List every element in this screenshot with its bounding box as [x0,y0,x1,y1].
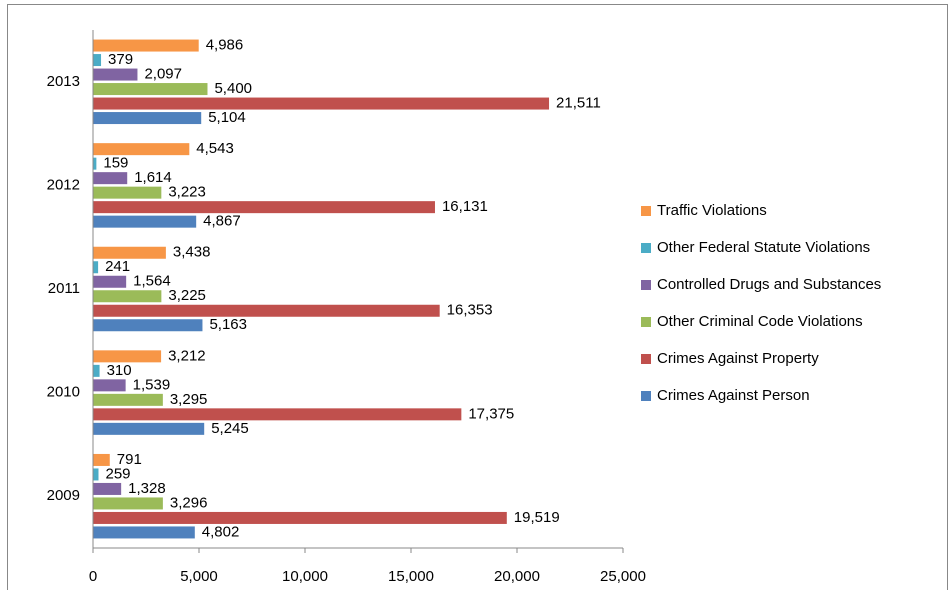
x-tick-label: 5,000 [180,568,218,585]
bar [93,54,102,67]
bar [93,319,203,332]
data-label: 3,438 [173,244,211,261]
data-label: 1,614 [134,169,172,186]
data-label: 310 [107,362,132,379]
data-label: 3,212 [168,347,206,364]
legend-label: Other Federal Statute Violations [657,239,870,256]
x-tick-label: 25,000 [600,568,646,585]
data-label: 5,104 [208,109,246,126]
data-label: 241 [105,258,130,275]
bar [93,112,202,125]
data-label: 21,511 [556,95,601,112]
data-label: 16,131 [442,198,488,215]
bar [93,468,99,481]
y-tick-label: 2011 [48,280,80,297]
x-tick-label: 15,000 [388,568,434,585]
bar [93,350,162,363]
data-label: 1,328 [128,480,166,497]
y-tick-label: 2012 [47,176,80,193]
bar [93,482,122,495]
bar [93,497,163,510]
bar [93,393,163,406]
data-label: 1,539 [133,376,171,393]
legend-swatch [641,317,651,327]
data-label: 5,163 [209,316,247,333]
data-label: 3,225 [168,287,206,304]
bar [93,304,440,317]
legend-label: Crimes Against Person [657,387,810,404]
bar [93,453,110,466]
bar [93,511,507,524]
data-label: 16,353 [447,302,493,319]
bar [93,379,126,392]
bar [93,364,100,377]
data-label: 379 [108,51,133,68]
data-label: 19,519 [514,509,560,526]
data-label: 2,097 [144,66,182,83]
bar [93,39,199,52]
bar [93,68,138,81]
y-tick-label: 2010 [47,384,80,401]
y-tick-label: 2009 [47,487,80,504]
bar [93,215,197,228]
bar [93,246,166,259]
data-label: 1,564 [133,273,171,290]
data-label: 259 [105,465,130,482]
x-tick-label: 20,000 [494,568,540,585]
data-label: 791 [117,451,142,468]
legend-label: Controlled Drugs and Substances [657,276,881,293]
bar [93,83,208,96]
legend-label: Crimes Against Property [657,350,819,367]
bar [93,186,162,199]
legend-label: Other Criminal Code Violations [657,313,863,330]
data-label: 3,223 [168,184,206,201]
bar [93,143,190,156]
bar [93,408,462,421]
data-label: 4,867 [203,213,241,230]
bar [93,290,162,303]
legend-swatch [641,280,651,290]
bar [93,422,205,435]
legend-swatch [641,206,651,216]
legend-swatch [641,391,651,401]
data-label: 4,986 [206,37,244,54]
legend-label: Traffic Violations [657,202,767,219]
data-label: 3,295 [170,391,208,408]
data-label: 159 [103,155,128,172]
bar [93,261,99,274]
bar [93,201,435,214]
legend-swatch [641,243,651,253]
data-label: 17,375 [468,405,514,422]
bar [93,275,127,288]
legend-swatch [641,354,651,364]
bar [93,97,550,110]
bar [93,157,97,170]
bar [93,172,128,185]
y-tick-label: 2013 [47,73,80,90]
data-label: 5,245 [211,420,249,437]
x-tick-label: 10,000 [282,568,328,585]
data-label: 5,400 [214,80,252,97]
data-label: 4,543 [196,140,234,157]
x-tick-label: 0 [89,568,97,585]
data-label: 3,296 [170,494,208,511]
bar [93,526,195,539]
chart-frame [7,4,948,590]
data-label: 4,802 [202,523,240,540]
